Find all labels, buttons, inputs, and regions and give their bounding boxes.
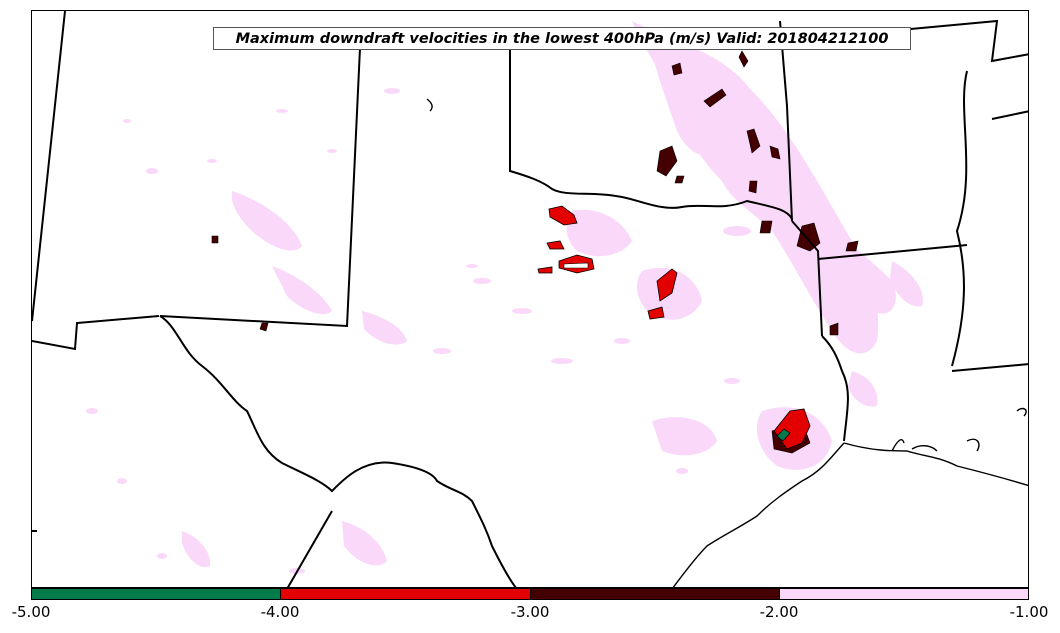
border-al-south <box>951 363 1028 372</box>
border-ms-al <box>991 110 1028 120</box>
coast-ms <box>1016 407 1027 417</box>
field-region-la-east <box>890 261 923 307</box>
field-band-light <box>86 21 923 574</box>
field-blob <box>724 378 740 384</box>
cell-red <box>647 306 665 320</box>
field-region-nm-streaks <box>231 191 302 251</box>
field-blob <box>512 308 532 314</box>
gulf-coastline <box>426 98 1028 587</box>
border-tx-panhandle <box>359 47 793 220</box>
field-blob <box>473 278 491 284</box>
colorbar <box>31 588 1029 600</box>
cell-dark <box>656 145 678 177</box>
field-blob <box>614 338 630 344</box>
colorbar-tick-label: -2.00 <box>759 603 799 621</box>
field-region-gulf-edge <box>848 371 878 407</box>
field-region-mexico-border <box>182 531 211 568</box>
cell-green <box>563 262 589 269</box>
cell-dark <box>769 145 781 160</box>
colorbar-tick-label: -1.00 <box>1009 603 1049 621</box>
field-blob <box>723 226 751 236</box>
cell-red <box>548 205 578 226</box>
cell-dark <box>845 240 859 252</box>
field-blob <box>327 149 337 153</box>
field-blob <box>157 553 167 559</box>
field-blob <box>676 468 688 474</box>
field-blob <box>466 264 478 268</box>
field-region-west-texas <box>362 311 407 345</box>
map-title: Maximum downdraft velocities in the lowe… <box>235 30 889 47</box>
field-blob <box>86 408 98 414</box>
border-az-nm <box>32 11 66 322</box>
cell-dark <box>671 62 683 76</box>
field-blob <box>123 119 131 123</box>
field-region-chihuahua <box>342 521 387 566</box>
border-mexico-north <box>286 510 333 587</box>
border-nm-co-ok <box>159 47 361 328</box>
border-nm-mexico <box>32 315 160 351</box>
coast-louisiana <box>843 442 1028 487</box>
cell-green <box>776 428 791 442</box>
field-region-nm-streaks-2 <box>272 266 332 315</box>
field-blob <box>146 168 158 174</box>
border-tx-west <box>159 315 517 587</box>
coast-texas <box>672 442 845 587</box>
lake-texoma <box>426 98 433 112</box>
colorbar-tick-label: -5.00 <box>11 603 51 621</box>
field-blob <box>384 88 400 94</box>
map-title-box: Maximum downdraft velocities in the lowe… <box>213 27 911 50</box>
cell-dark <box>674 175 685 184</box>
border-tx-east <box>821 335 849 442</box>
cell-dark <box>703 88 727 108</box>
field-region-ar-la <box>812 211 896 314</box>
field-blob <box>207 159 217 163</box>
colorbar-bin <box>778 589 1028 599</box>
cell-dark <box>746 128 761 154</box>
cell-dark <box>748 180 758 194</box>
cell-dark <box>259 322 269 332</box>
map-panel: Maximum downdraft velocities in the lowe… <box>31 10 1029 588</box>
cell-dark <box>211 235 219 244</box>
cell-red <box>656 268 678 302</box>
field-region-ok-central <box>652 51 712 155</box>
cell-dark <box>738 50 749 68</box>
colorbar-bin <box>32 589 281 599</box>
coast-la-bayou <box>891 438 980 452</box>
border-ar-tx-la <box>791 220 823 337</box>
cell-dark <box>759 220 773 234</box>
cell-red <box>546 240 565 250</box>
field-band-green <box>563 262 791 442</box>
field-blob <box>551 358 573 364</box>
map-canvas <box>32 11 1028 587</box>
field-region-north-texas <box>566 209 632 257</box>
field-blob <box>117 478 127 484</box>
field-blob <box>433 348 451 354</box>
field-blob <box>276 109 288 113</box>
cell-red <box>537 266 553 274</box>
border-ar-la <box>817 244 968 260</box>
state-boundaries <box>32 11 1028 587</box>
colorbar-tick-label: -3.00 <box>510 603 550 621</box>
cell-dark <box>829 322 839 336</box>
colorbar-tick-label: -4.00 <box>260 603 300 621</box>
field-region-sc-texas <box>652 417 717 456</box>
colorbar-bin <box>529 589 779 599</box>
border-la-ms <box>951 70 968 367</box>
colorbar-bin <box>280 589 530 599</box>
